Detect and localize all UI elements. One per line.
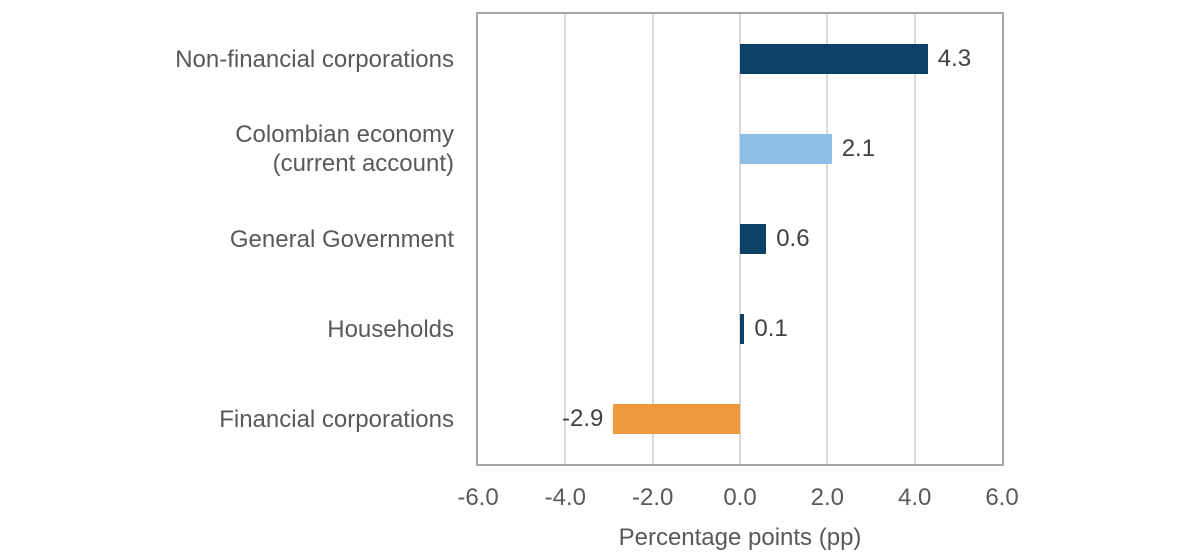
value-label: 0.1	[754, 315, 788, 342]
x-tick-label: -6.0	[457, 484, 499, 511]
plot-area: 4.3 2.1 0.6 0.1 -2.9	[476, 12, 1004, 466]
x-tick-label: -2.0	[631, 484, 674, 511]
x-tick-label: 4.0	[897, 484, 932, 511]
category-label: Colombian economy (current account)	[235, 121, 454, 177]
category-row: Non-financial corporations	[0, 14, 466, 104]
bar	[740, 44, 928, 74]
category-axis: Non-financial corporations Colombian econ…	[0, 14, 466, 464]
value-label: -2.9	[562, 405, 604, 432]
bar	[740, 224, 767, 254]
category-label: Financial corporations	[219, 405, 454, 433]
x-tick-label: 2.0	[810, 484, 845, 511]
value-label: 2.1	[841, 135, 876, 162]
category-row: Colombian economy (current account)	[0, 104, 466, 194]
bar	[740, 134, 832, 164]
x-tick-label: -4.0	[544, 484, 587, 511]
bar	[740, 314, 745, 344]
x-tick-label: 0.0	[723, 484, 757, 511]
gridline	[651, 14, 654, 464]
category-label: Households	[327, 315, 454, 343]
value-label: 4.3	[937, 45, 972, 72]
category-label: General Government	[229, 225, 454, 253]
gridline	[913, 14, 916, 464]
value-label: 0.6	[776, 225, 810, 252]
gridline	[826, 14, 829, 464]
bar	[613, 404, 740, 434]
x-axis-title: Percentage points (pp)	[618, 524, 862, 551]
x-tick-label: 6.0	[985, 484, 1019, 511]
category-label: Non-financial corporations	[175, 45, 454, 73]
gridline	[564, 14, 567, 464]
category-row: Households	[0, 284, 466, 374]
category-row: Financial corporations	[0, 374, 466, 464]
category-row: General Government	[0, 194, 466, 284]
